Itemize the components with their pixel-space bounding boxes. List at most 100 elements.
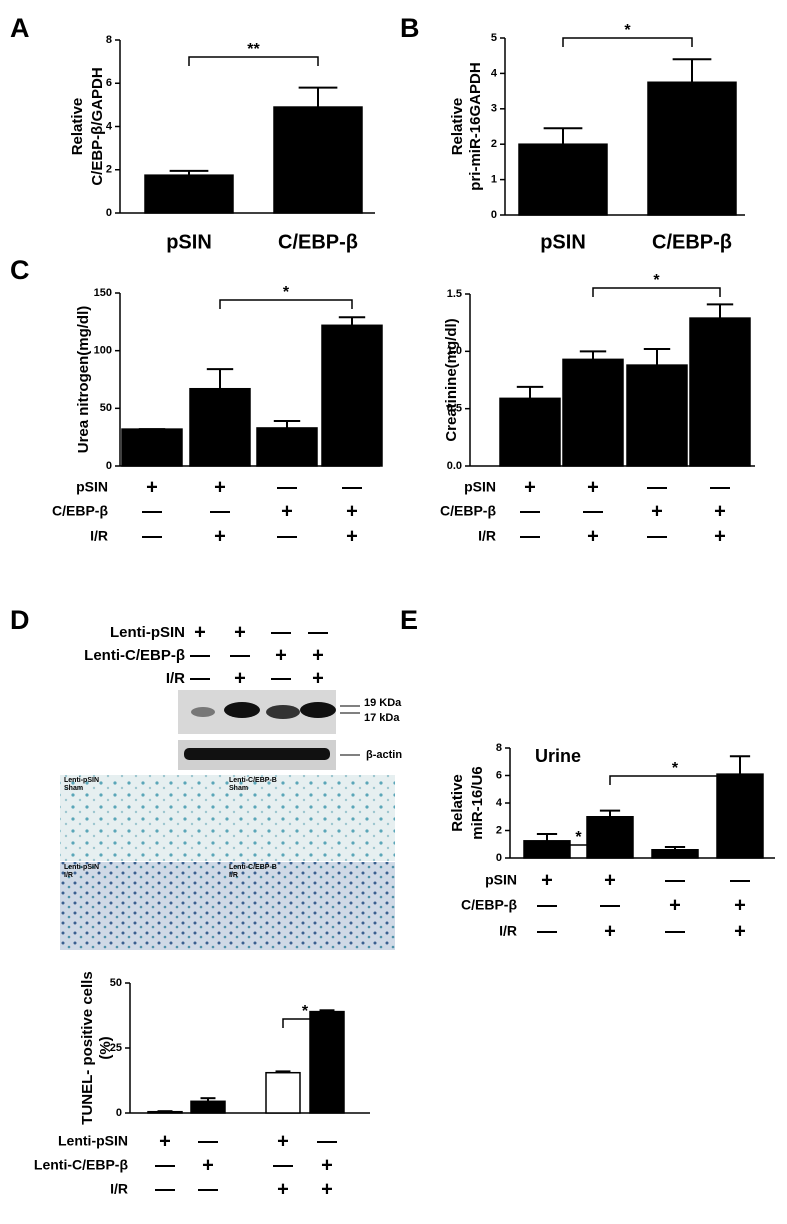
treatment-sign: + (146, 476, 158, 498)
error-bar (579, 350, 607, 360)
error-bar (157, 1110, 173, 1113)
bar (309, 1010, 345, 1114)
y-tick-label: 25 (110, 1042, 122, 1054)
y-tick-label: 100 (94, 345, 112, 357)
y-tick-label: 4 (496, 797, 503, 809)
y-tick-label: 50 (100, 402, 112, 414)
error-bar (338, 316, 366, 326)
treatment-sign: — (600, 894, 620, 916)
significance-label: * (624, 22, 631, 39)
significance-label: * (302, 1003, 309, 1020)
treatment-sign: + (275, 644, 287, 666)
treatment-label: Lenti-C/EBP-β (84, 647, 185, 664)
treatment-sign: — (190, 667, 210, 689)
panel-label: B (400, 13, 420, 43)
treatment-sign: — (665, 869, 685, 891)
treatment-sign: + (669, 894, 681, 916)
x-tick-label: pSIN (540, 231, 586, 253)
y-axis-label: miR-16/U6 (469, 766, 486, 839)
treatment-sign: — (520, 500, 540, 522)
treatment-label: C/EBP-β (461, 897, 517, 913)
treatment-sign: — (647, 525, 667, 547)
y-tick-label: 0.5 (447, 403, 462, 415)
bar (273, 106, 363, 214)
treatment-sign: — (210, 500, 230, 522)
bar (626, 364, 688, 467)
treatment-label: C/EBP-β (52, 503, 108, 519)
treatment-sign: + (321, 1178, 333, 1200)
treatment-label: I/R (499, 923, 517, 939)
treatment-sign: + (524, 476, 536, 498)
y-tick-label: 2 (106, 164, 112, 176)
significance-bracket (282, 1018, 328, 1028)
treatment-sign: — (520, 525, 540, 547)
treatment-sign: + (714, 500, 726, 522)
y-tick-label: 50 (110, 977, 122, 989)
y-tick-label: 1 (491, 174, 497, 186)
y-axis-label: Relative (449, 98, 466, 156)
treatment-sign: — (317, 1130, 337, 1152)
micrograph-label: Sham (64, 785, 83, 792)
error-bar (599, 809, 621, 817)
x-tick-label: C/EBP-β (278, 231, 358, 253)
treatment-sign: — (271, 667, 291, 689)
treatment-sign: + (321, 1154, 333, 1176)
treatment-sign: + (651, 500, 663, 522)
treatment-sign: + (346, 525, 358, 547)
treatment-sign: — (198, 1130, 218, 1152)
treatment-sign: + (194, 621, 206, 643)
treatment-label: I/R (90, 528, 108, 544)
bar (256, 427, 318, 467)
y-tick-label: 8 (496, 742, 502, 754)
error-bar (516, 385, 544, 399)
treatment-sign: + (214, 476, 226, 498)
y-tick-label: 5 (491, 32, 497, 44)
treatment-sign: + (734, 894, 746, 916)
micrograph-label: Lenti-pSIN (64, 864, 99, 871)
significance-label: ** (247, 41, 260, 58)
y-tick-label: 1.0 (447, 345, 462, 357)
micrograph-label: Lenti-C/EBP-B (229, 777, 277, 784)
error-bar (643, 348, 671, 366)
y-tick-label: 0.0 (447, 460, 462, 472)
bar (562, 358, 624, 467)
error-bar (200, 1097, 216, 1102)
y-tick-label: 6 (496, 769, 502, 781)
treatment-sign: + (202, 1154, 214, 1176)
error-bar (206, 368, 234, 389)
treatment-sign: + (604, 920, 616, 942)
treatment-sign: + (159, 1130, 171, 1152)
treatment-sign: — (665, 920, 685, 942)
y-tick-label: 6 (106, 77, 112, 89)
treatment-sign: + (714, 525, 726, 547)
error-bar (706, 303, 734, 319)
western-blot (178, 690, 360, 770)
treatment-label: pSIN (464, 479, 496, 495)
error-bar (664, 846, 686, 850)
bar (190, 1100, 226, 1114)
treatment-sign: + (234, 667, 246, 689)
x-tick-label: pSIN (166, 231, 212, 253)
treatment-sign: — (277, 525, 297, 547)
treatment-sign: — (730, 869, 750, 891)
treatment-label: I/R (166, 670, 185, 687)
significance-bracket (609, 775, 741, 785)
treatment-sign: + (234, 621, 246, 643)
treatment-sign: — (230, 644, 250, 666)
significance-bracket (188, 56, 319, 66)
y-axis-label: TUNEL- positive cells (79, 971, 96, 1124)
error-bar (543, 127, 583, 145)
y-axis-label: Urea nitrogen(mg/dl) (75, 306, 92, 454)
panel-label: E (400, 605, 418, 635)
panel-label: A (10, 13, 30, 43)
treatment-sign: + (277, 1130, 289, 1152)
y-tick-label: 2 (496, 824, 502, 836)
treatment-sign: + (281, 500, 293, 522)
treatment-sign: — (155, 1154, 175, 1176)
bar (689, 317, 751, 467)
significance-label: * (575, 829, 582, 846)
treatment-sign: + (277, 1178, 289, 1200)
treatment-sign: + (312, 667, 324, 689)
treatment-sign: — (271, 621, 291, 643)
blot-marker: β-actin (366, 749, 402, 761)
